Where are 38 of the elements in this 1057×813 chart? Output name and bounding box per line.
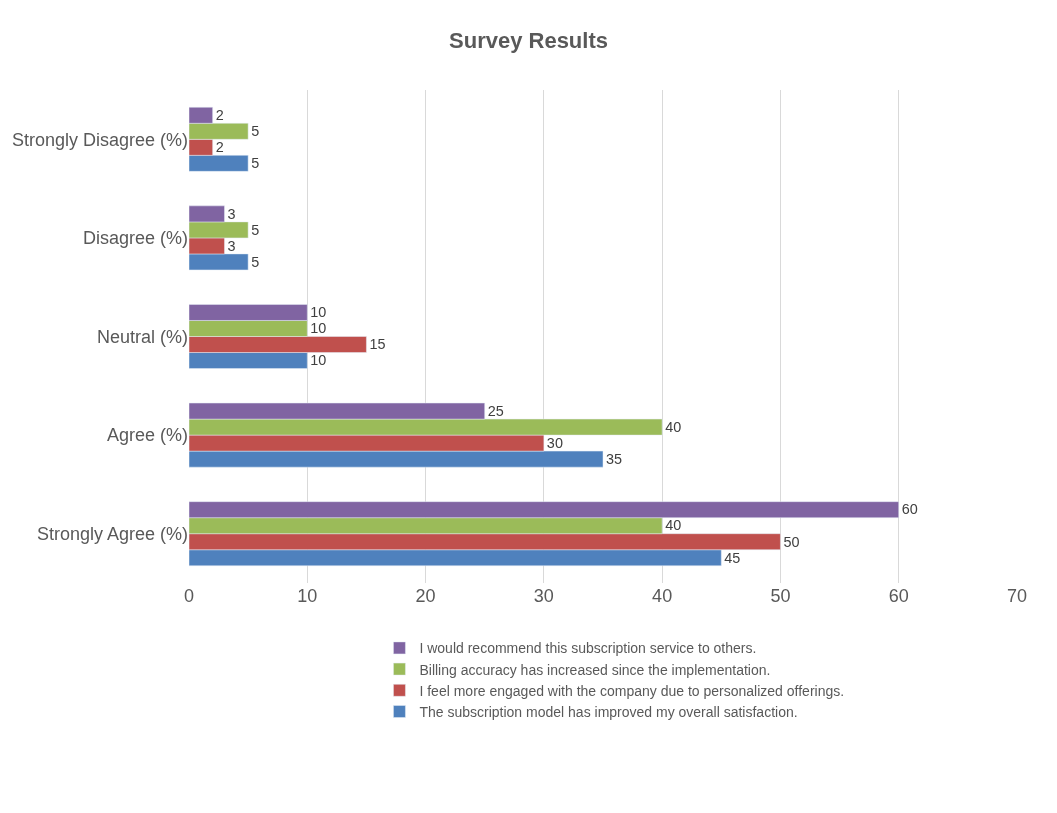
x-tick-label: 40 [652, 586, 673, 606]
data-label: 10 [310, 352, 327, 369]
y-tick-label: Agree (%) [106, 425, 188, 446]
x-tick-label: 0 [183, 586, 195, 606]
data-label: 35 [606, 450, 623, 467]
data-label: 10 [310, 320, 327, 337]
y-tick-label: Strongly Disagree (%) [11, 129, 188, 150]
chart-title: Survey Results [449, 27, 608, 53]
y-tick-label: Disagree (%) [82, 228, 188, 249]
data-label: 30 [546, 434, 563, 451]
data-label: 5 [251, 221, 260, 238]
x-tick-label: 70 [1006, 586, 1028, 606]
x-tick-label: 20 [415, 586, 436, 606]
y-tick-label: Strongly Agree (%) [36, 524, 188, 544]
data-label: 10 [310, 304, 327, 321]
x-tick-label: 10 [297, 586, 318, 606]
x-tick-label: 30 [533, 586, 554, 606]
legend-label: Billing accuracy has increased since the implementation. [419, 661, 771, 678]
data-label: 5 [251, 155, 260, 172]
data-label: 5 [251, 253, 260, 270]
data-label: 15 [369, 336, 386, 353]
data-label: 3 [227, 205, 236, 222]
legend-label: The subscription model has improved my overall satisfaction. [419, 703, 798, 720]
y-tick-label: Neutral (%) [96, 326, 188, 347]
data-label: 60 [901, 501, 918, 518]
data-label: 2 [215, 107, 224, 124]
data-label: 45 [724, 549, 741, 566]
legend-label: I would recommend this subscription service to others. [419, 640, 757, 657]
data-label: 5 [251, 123, 260, 140]
data-label: 3 [227, 237, 236, 254]
data-label: 50 [783, 533, 800, 550]
x-tick-label: 60 [888, 586, 909, 606]
data-label: 25 [487, 402, 504, 419]
legend-label: I feel more engaged with the company due to personalized offerings. [419, 682, 845, 699]
data-label: 2 [215, 139, 224, 156]
data-label: 40 [665, 418, 682, 435]
x-tick-label: 50 [770, 586, 791, 606]
data-label: 40 [665, 517, 682, 534]
